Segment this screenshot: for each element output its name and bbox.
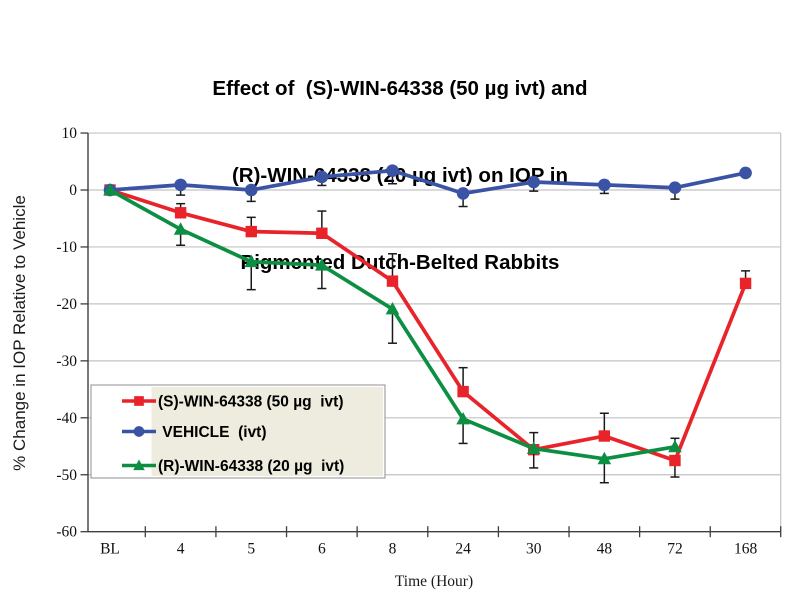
data-point-circle xyxy=(668,181,682,195)
data-point-circle xyxy=(244,183,258,197)
x-tick-label: 8 xyxy=(389,541,397,558)
axes xyxy=(87,133,781,533)
legend-item-vehicle: VEHICLE (ivt) xyxy=(122,424,267,441)
x-tick-label: BL xyxy=(100,541,120,558)
data-point-square xyxy=(134,396,144,406)
data-point-square xyxy=(739,277,752,290)
legend-label-r_win: (R)-WIN-64338 (20 µg ivt) xyxy=(158,458,344,475)
x-tick-label: 168 xyxy=(734,541,758,558)
x-tick-label: 30 xyxy=(526,541,542,558)
x-tick-label: 4 xyxy=(177,541,185,558)
legend-label-vehicle: VEHICLE (ivt) xyxy=(158,424,267,441)
data-point-triangle xyxy=(244,254,259,268)
data-point-square xyxy=(457,385,469,398)
legend-label-s_win: (S)-WIN-64338 (50 µg ivt) xyxy=(158,394,344,411)
data-point-triangle xyxy=(526,441,541,454)
data-point-square xyxy=(174,207,187,219)
data-point-circle xyxy=(315,170,329,184)
y-tick-label: -60 xyxy=(56,524,77,541)
x-tick-label: 24 xyxy=(455,541,471,558)
x-axis-ticks: BL 4 5 6 8 24 30 48 72 168 xyxy=(100,526,782,558)
data-point-triangle xyxy=(133,459,145,471)
data-point-circle xyxy=(133,426,145,437)
series-r_win xyxy=(103,183,682,484)
legend: (S)-WIN-64338 (50 µg ivt) VEHICLE (ivt) (… xyxy=(90,384,386,479)
series-line-s_win xyxy=(108,188,748,463)
y-tick-label: 0 xyxy=(69,182,77,199)
x-tick-label: 6 xyxy=(318,541,326,558)
data-point-square xyxy=(245,225,257,238)
y-tick-label: -10 xyxy=(56,239,77,256)
series-line-vehicle xyxy=(108,168,748,196)
legend-text-background xyxy=(151,387,383,476)
y-tick-label: -30 xyxy=(56,353,77,370)
data-point-triangle xyxy=(668,439,682,453)
y-tick-label: 10 xyxy=(62,125,78,142)
data-point-square xyxy=(386,275,399,287)
data-point-circle xyxy=(739,166,752,180)
data-point-circle xyxy=(456,187,470,200)
data-point-circle xyxy=(527,175,541,189)
x-tick-label: 48 xyxy=(597,541,613,558)
data-point-triangle xyxy=(103,183,117,196)
data-point-triangle xyxy=(315,258,329,271)
data-point-square xyxy=(598,430,611,442)
data-point-circle xyxy=(174,178,187,192)
legend-item-s_win: (S)-WIN-64338 (50 µg ivt) xyxy=(122,394,344,411)
data-point-circle xyxy=(386,164,399,177)
data-point-triangle xyxy=(456,411,470,425)
y-axis-ticks: 10 0 -10 -20 -30 -40 -50 -60 xyxy=(56,125,88,541)
y-tick-label: -50 xyxy=(56,467,77,484)
y-tick-label: -40 xyxy=(56,410,77,427)
x-tick-label: 5 xyxy=(247,541,255,558)
data-point-square xyxy=(669,454,681,467)
data-point-square xyxy=(316,227,328,239)
legend-item-r_win: (R)-WIN-64338 (20 µg ivt) xyxy=(122,458,344,475)
data-point-triangle xyxy=(597,451,612,465)
x-axis-title: Time (Hour) xyxy=(394,573,474,590)
x-tick-label: 72 xyxy=(667,541,683,558)
chart-title-line-1: Effect of (S)-WIN-64338 (50 µg ivt) and xyxy=(212,77,588,100)
data-point-triangle xyxy=(173,222,188,235)
data-point-circle xyxy=(598,178,611,192)
series-vehicle xyxy=(103,164,752,208)
data-point-triangle xyxy=(385,302,400,315)
y-tick-label: -20 xyxy=(56,296,77,313)
